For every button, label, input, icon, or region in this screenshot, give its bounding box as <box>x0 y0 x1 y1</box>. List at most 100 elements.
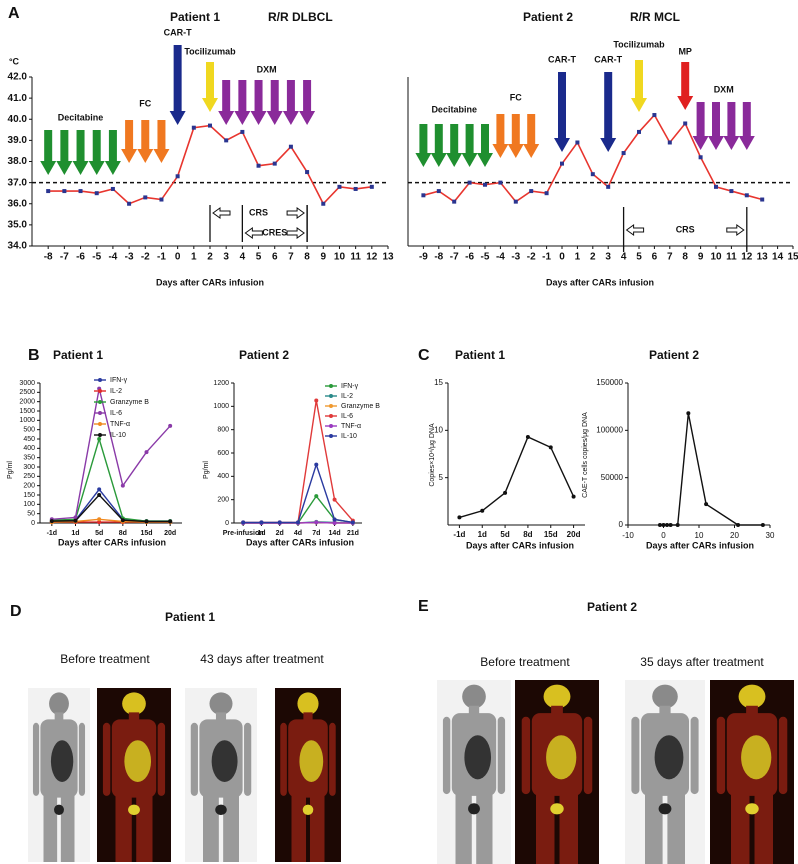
data-marker <box>544 191 549 196</box>
head <box>209 692 233 715</box>
chart-subtitle: R/R DLBCL <box>268 10 333 24</box>
x-tick-label: 0 <box>175 252 181 263</box>
data-marker <box>259 520 264 525</box>
arrow-label: Decitabine <box>431 104 477 114</box>
x-tick-label: 11 <box>350 252 361 263</box>
x-tick-label: 4d <box>294 530 302 537</box>
x-tick-label: 4 <box>621 252 627 263</box>
data-marker <box>571 494 576 499</box>
organ <box>124 740 152 782</box>
data-marker <box>729 189 734 194</box>
treatment-arrow <box>250 80 267 125</box>
treatment-arrow <box>234 80 251 125</box>
arrow-label: FC <box>139 98 151 108</box>
data-marker <box>744 193 749 198</box>
data-marker <box>369 184 374 189</box>
y-tick-label: 500 <box>23 427 35 434</box>
treatment-arrow <box>477 124 493 167</box>
y-tick-label: 3000 <box>19 380 35 387</box>
x-tick-label: 20d <box>567 530 581 539</box>
mip-image <box>28 688 90 862</box>
organ <box>128 804 140 816</box>
organ <box>299 740 324 782</box>
organ <box>654 735 684 780</box>
arrow-label: Tocilizumab <box>613 39 665 49</box>
x-tick-label: 5 <box>636 252 642 263</box>
y-tick-label: 300 <box>23 464 35 471</box>
x-tick-label: 1 <box>575 252 581 263</box>
treatment-arrow <box>40 130 57 175</box>
treatment-arrow <box>631 60 647 112</box>
x-tick-label: -5 <box>481 252 490 263</box>
y-tick-label: 50 <box>27 511 35 518</box>
x-tick-label: 6 <box>272 252 278 263</box>
x-tick-label: -6 <box>76 252 85 263</box>
data-marker <box>241 520 246 525</box>
y-tick-label: 150000 <box>596 378 623 387</box>
data-marker <box>46 189 51 194</box>
data-marker <box>240 129 245 134</box>
y-tick-label: 15 <box>434 378 443 387</box>
x-tick-label: 1 <box>191 252 197 263</box>
x-tick-label: 14d <box>329 530 341 537</box>
y-tick-label: 1200 <box>213 380 229 387</box>
neck <box>215 712 227 722</box>
treatment-arrow <box>202 62 218 112</box>
data-line <box>51 436 171 522</box>
arrow-label: DXM <box>257 64 277 74</box>
y-tick-label: 400 <box>217 473 229 480</box>
chart-title: Patient 1 <box>455 348 505 362</box>
legend-marker <box>329 404 333 408</box>
organ <box>546 735 577 780</box>
y-tick-label: 600 <box>217 450 229 457</box>
x-tick-label: 20 <box>730 531 739 540</box>
data-marker <box>606 184 611 189</box>
x-axis-label: Days after CARs infusion <box>58 537 166 547</box>
neck <box>303 712 313 722</box>
data-marker <box>513 199 518 204</box>
data-marker <box>686 411 691 416</box>
leg <box>136 795 153 862</box>
x-axis-label: Days after CARs infusion <box>156 277 264 287</box>
treatment-arrow <box>430 124 447 167</box>
neck <box>551 705 563 715</box>
mip-image <box>437 680 511 864</box>
y-tick-label: 0 <box>619 520 624 529</box>
y-tick-label: 400 <box>23 445 35 452</box>
data-marker <box>272 161 277 166</box>
y-axis-label: Pg/ml <box>203 461 210 479</box>
y-tick-label: 41.0 <box>8 93 28 104</box>
y-axis-label: Copies×10⁴/μg DNA <box>429 423 436 487</box>
legend-marker <box>98 433 102 437</box>
arm <box>583 716 593 795</box>
data-marker <box>452 199 457 204</box>
legend-label: IL-2 <box>341 393 353 400</box>
data-marker <box>191 125 196 130</box>
y-tick-label: 50000 <box>601 473 624 482</box>
panel-label: E <box>418 598 429 615</box>
data-marker <box>314 520 319 525</box>
x-tick-label: 2 <box>207 252 213 263</box>
data-marker <box>637 129 641 134</box>
data-line <box>51 488 171 522</box>
data-marker <box>97 487 102 492</box>
treatment-arrow <box>677 62 694 110</box>
data-marker <box>143 195 148 200</box>
data-marker <box>94 191 99 196</box>
treatment-arrow <box>723 102 740 150</box>
x-tick-label: -1d <box>47 530 58 537</box>
legend-marker <box>98 389 102 393</box>
head <box>543 684 571 709</box>
data-marker <box>353 186 358 191</box>
y-tick-label: 200 <box>23 483 35 490</box>
x-tick-label: -3 <box>125 252 134 263</box>
x-tick-label: -5 <box>92 252 101 263</box>
data-marker <box>73 518 78 523</box>
organ <box>464 735 492 780</box>
leg <box>667 794 685 864</box>
x-tick-label: 15 <box>787 252 798 263</box>
y-tick-label: 450 <box>23 436 35 443</box>
pet-image <box>275 688 341 862</box>
data-marker <box>467 180 472 185</box>
treatment-arrow <box>692 102 709 150</box>
